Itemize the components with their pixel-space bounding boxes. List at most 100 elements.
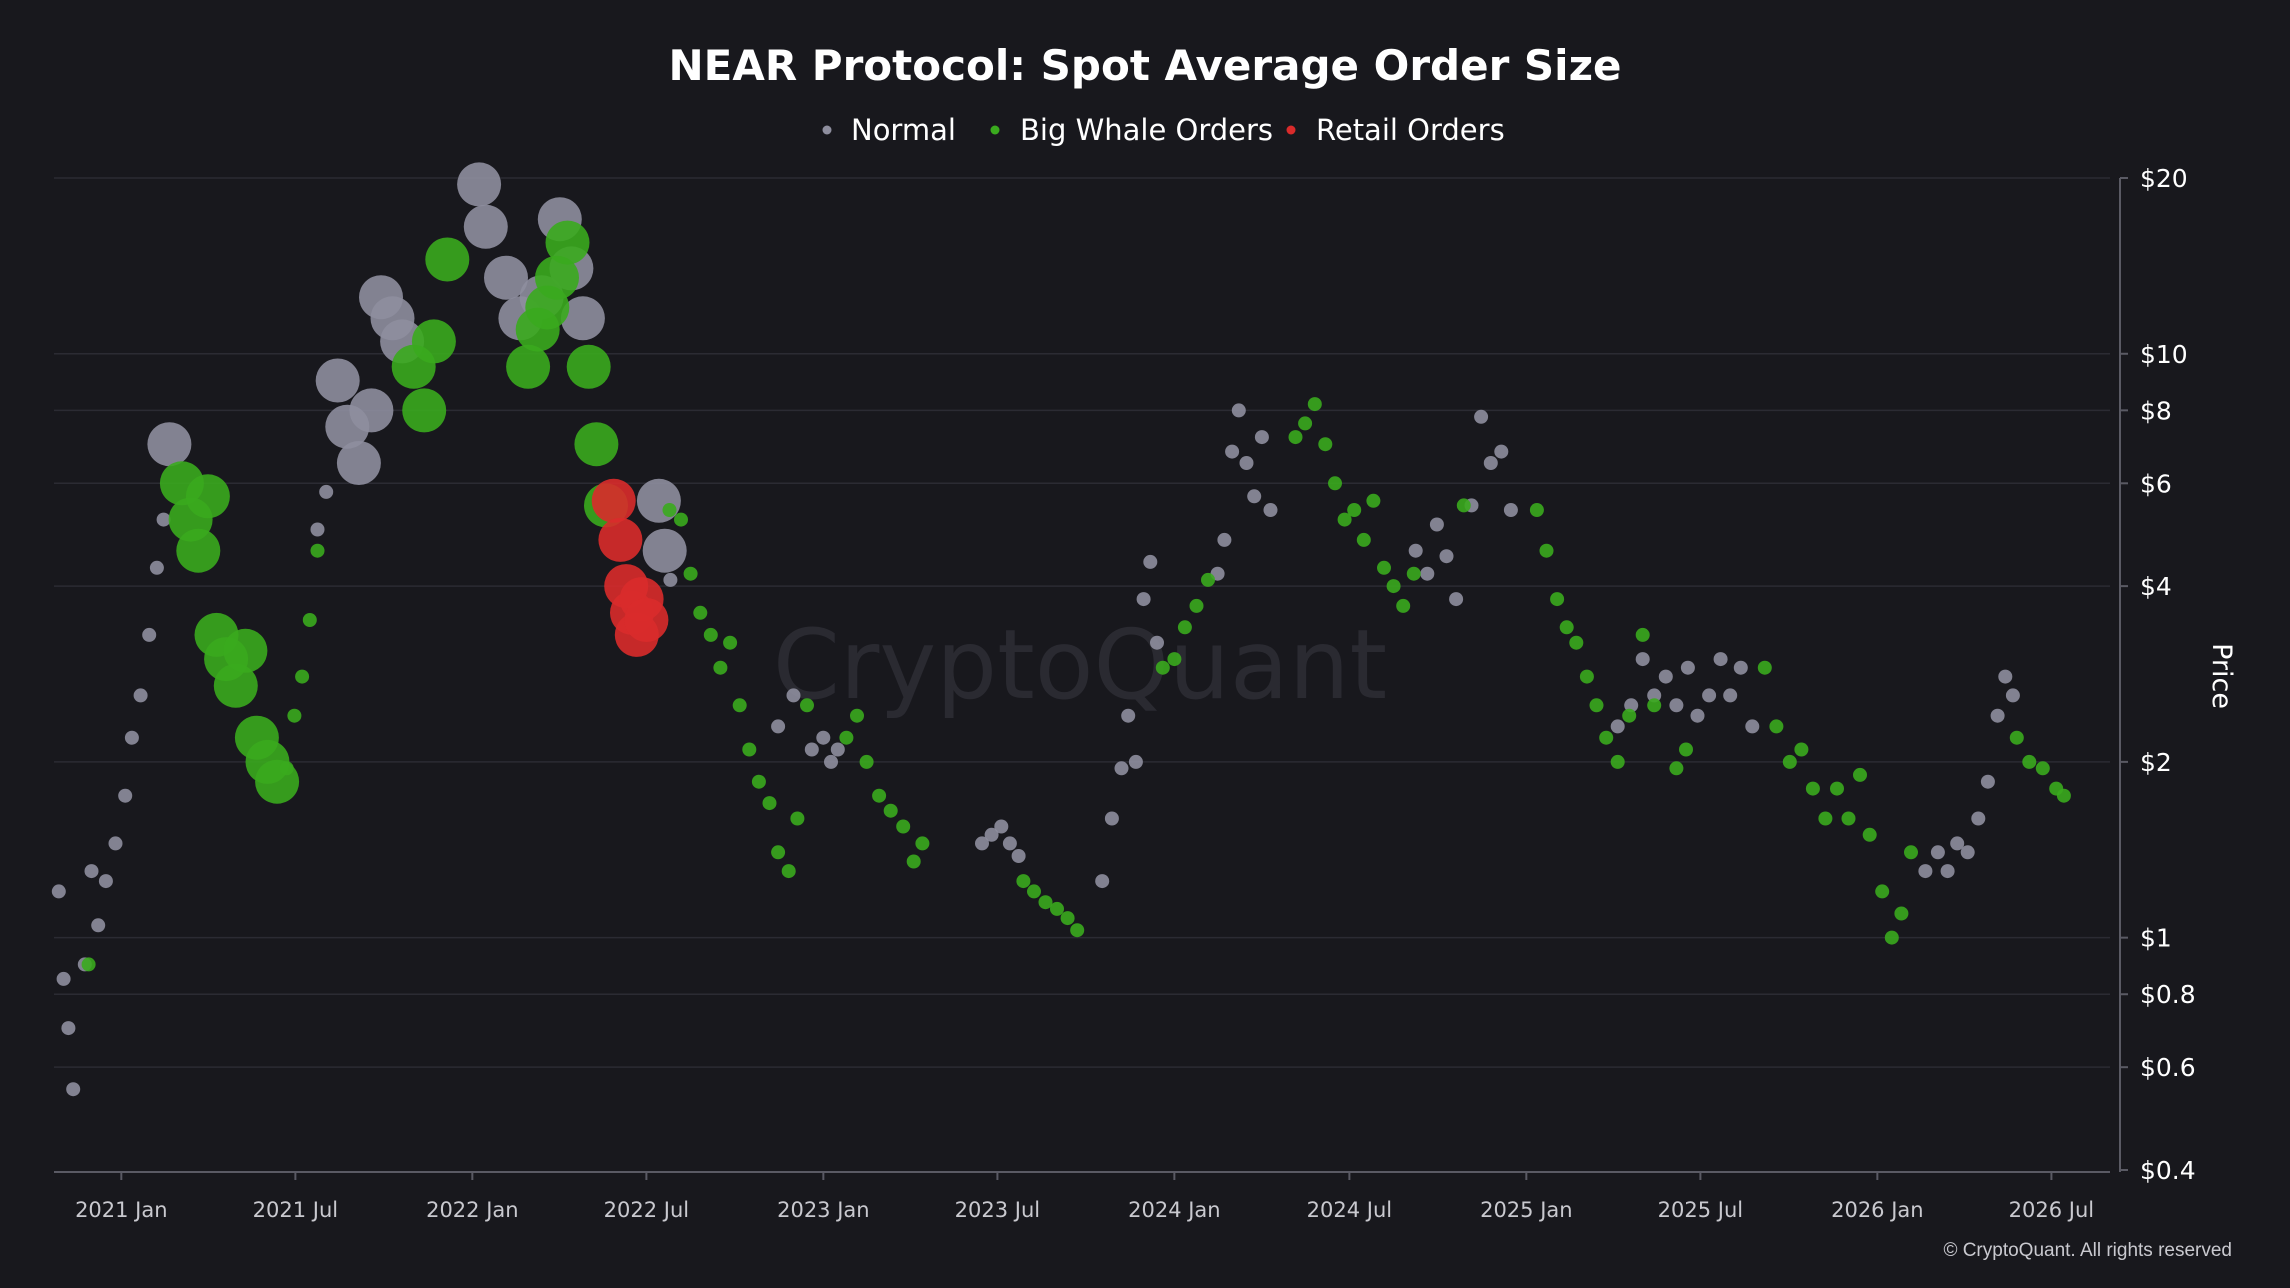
legend-item-retail-orders[interactable]: Retail Orders — [1286, 113, 1505, 147]
normal-point[interactable] — [336, 441, 381, 485]
whale-order-point[interactable] — [1782, 754, 1797, 769]
whale-order-point[interactable] — [213, 663, 258, 708]
whale-order-point[interactable] — [1456, 498, 1471, 513]
whale-order-point[interactable] — [883, 803, 898, 818]
normal-point[interactable] — [975, 836, 989, 851]
whale-order-point[interactable] — [1579, 669, 1594, 684]
whale-order-point[interactable] — [1539, 543, 1554, 558]
normal-point[interactable] — [1918, 864, 1933, 879]
normal-point[interactable] — [636, 478, 681, 523]
whale-order-point[interactable] — [1769, 719, 1784, 734]
whale-order-point[interactable] — [1875, 884, 1890, 899]
whale-order-point[interactable] — [859, 754, 874, 769]
whale-order-point[interactable] — [1038, 895, 1053, 910]
whale-order-point[interactable] — [1328, 476, 1342, 491]
whale-order-point[interactable] — [1016, 874, 1031, 889]
whale-order-point[interactable] — [1862, 827, 1877, 842]
normal-point[interactable] — [1658, 669, 1673, 684]
whale-order-point[interactable] — [1610, 754, 1625, 769]
normal-point[interactable] — [1231, 403, 1246, 418]
retail-order-point[interactable] — [598, 517, 643, 562]
whale-order-point[interactable] — [790, 811, 805, 826]
normal-point[interactable] — [61, 1021, 76, 1036]
normal-point[interactable] — [463, 204, 508, 249]
whale-order-point[interactable] — [781, 864, 796, 879]
normal-point[interactable] — [1702, 688, 1717, 703]
normal-point[interactable] — [91, 918, 106, 933]
normal-point[interactable] — [1669, 698, 1684, 713]
normal-point[interactable] — [1136, 592, 1151, 607]
normal-point[interactable] — [484, 255, 528, 300]
normal-point[interactable] — [994, 819, 1009, 834]
whale-order-point[interactable] — [2009, 730, 2024, 745]
whale-order-point[interactable] — [2056, 788, 2071, 803]
whale-order-point[interactable] — [1318, 437, 1333, 452]
normal-point[interactable] — [310, 522, 325, 537]
normal-point[interactable] — [1624, 698, 1639, 713]
whale-order-point[interactable] — [1288, 430, 1303, 445]
normal-point[interactable] — [560, 296, 605, 341]
normal-point[interactable] — [642, 528, 687, 573]
normal-point[interactable] — [1635, 652, 1650, 667]
whale-order-point[interactable] — [906, 854, 921, 869]
normal-point[interactable] — [804, 742, 819, 757]
whale-order-point[interactable] — [1201, 572, 1215, 587]
normal-point[interactable] — [1647, 688, 1662, 703]
whale-order-point[interactable] — [1337, 512, 1352, 527]
whale-order-point[interactable] — [1027, 884, 1041, 899]
whale-order-point[interactable] — [683, 566, 698, 581]
whale-order-point[interactable] — [176, 528, 221, 573]
whale-order-point[interactable] — [223, 628, 268, 673]
normal-point[interactable] — [1263, 503, 1278, 517]
whale-order-point[interactable] — [1805, 781, 1820, 796]
whale-order-point[interactable] — [310, 543, 325, 558]
whale-order-point[interactable] — [1386, 579, 1401, 594]
whale-order-point[interactable] — [1599, 730, 1614, 745]
normal-point[interactable] — [1439, 549, 1454, 564]
normal-point[interactable] — [349, 388, 394, 433]
normal-point[interactable] — [315, 358, 360, 403]
whale-order-point[interactable] — [1529, 503, 1544, 517]
normal-point[interactable] — [824, 754, 838, 769]
legend-item-big-whale-orders[interactable]: Big Whale Orders — [990, 113, 1274, 147]
normal-point[interactable] — [771, 719, 786, 734]
normal-point[interactable] — [1420, 566, 1435, 581]
normal-point[interactable] — [1713, 652, 1728, 667]
normal-point[interactable] — [1494, 444, 1509, 459]
whale-order-point[interactable] — [545, 220, 590, 265]
whale-order-point[interactable] — [279, 761, 294, 776]
whale-order-point[interactable] — [574, 422, 619, 467]
whale-order-point[interactable] — [1070, 923, 1085, 938]
normal-point[interactable] — [816, 730, 831, 745]
whale-order-point[interactable] — [850, 708, 864, 723]
normal-point[interactable] — [1449, 592, 1464, 607]
whale-order-point[interactable] — [302, 613, 317, 627]
normal-point[interactable] — [2005, 688, 2020, 703]
normal-point[interactable] — [1239, 456, 1254, 470]
whale-order-point[interactable] — [402, 388, 447, 433]
whale-order-point[interactable] — [839, 730, 854, 745]
normal-point[interactable] — [1960, 845, 1975, 860]
whale-order-point[interactable] — [1830, 781, 1844, 796]
whale-order-point[interactable] — [693, 605, 708, 620]
whale-order-point[interactable] — [742, 742, 757, 757]
normal-point[interactable] — [1980, 774, 1995, 789]
normal-point[interactable] — [663, 572, 678, 587]
normal-point[interactable] — [1114, 761, 1129, 776]
whale-order-point[interactable] — [1167, 652, 1182, 667]
whale-order-point[interactable] — [425, 237, 470, 282]
whale-order-point[interactable] — [662, 503, 677, 517]
normal-point[interactable] — [1128, 754, 1143, 769]
whale-order-point[interactable] — [81, 957, 96, 972]
whale-order-point[interactable] — [1307, 397, 1322, 412]
normal-point[interactable] — [1143, 554, 1158, 569]
normal-point[interactable] — [51, 884, 66, 899]
normal-point[interactable] — [1723, 688, 1738, 703]
normal-point[interactable] — [1011, 849, 1026, 863]
whale-order-point[interactable] — [1347, 503, 1362, 517]
whale-order-point[interactable] — [896, 819, 911, 834]
normal-point[interactable] — [1429, 517, 1444, 532]
whale-order-point[interactable] — [1679, 742, 1693, 757]
whale-order-point[interactable] — [800, 698, 814, 713]
normal-point[interactable] — [1971, 811, 1986, 826]
